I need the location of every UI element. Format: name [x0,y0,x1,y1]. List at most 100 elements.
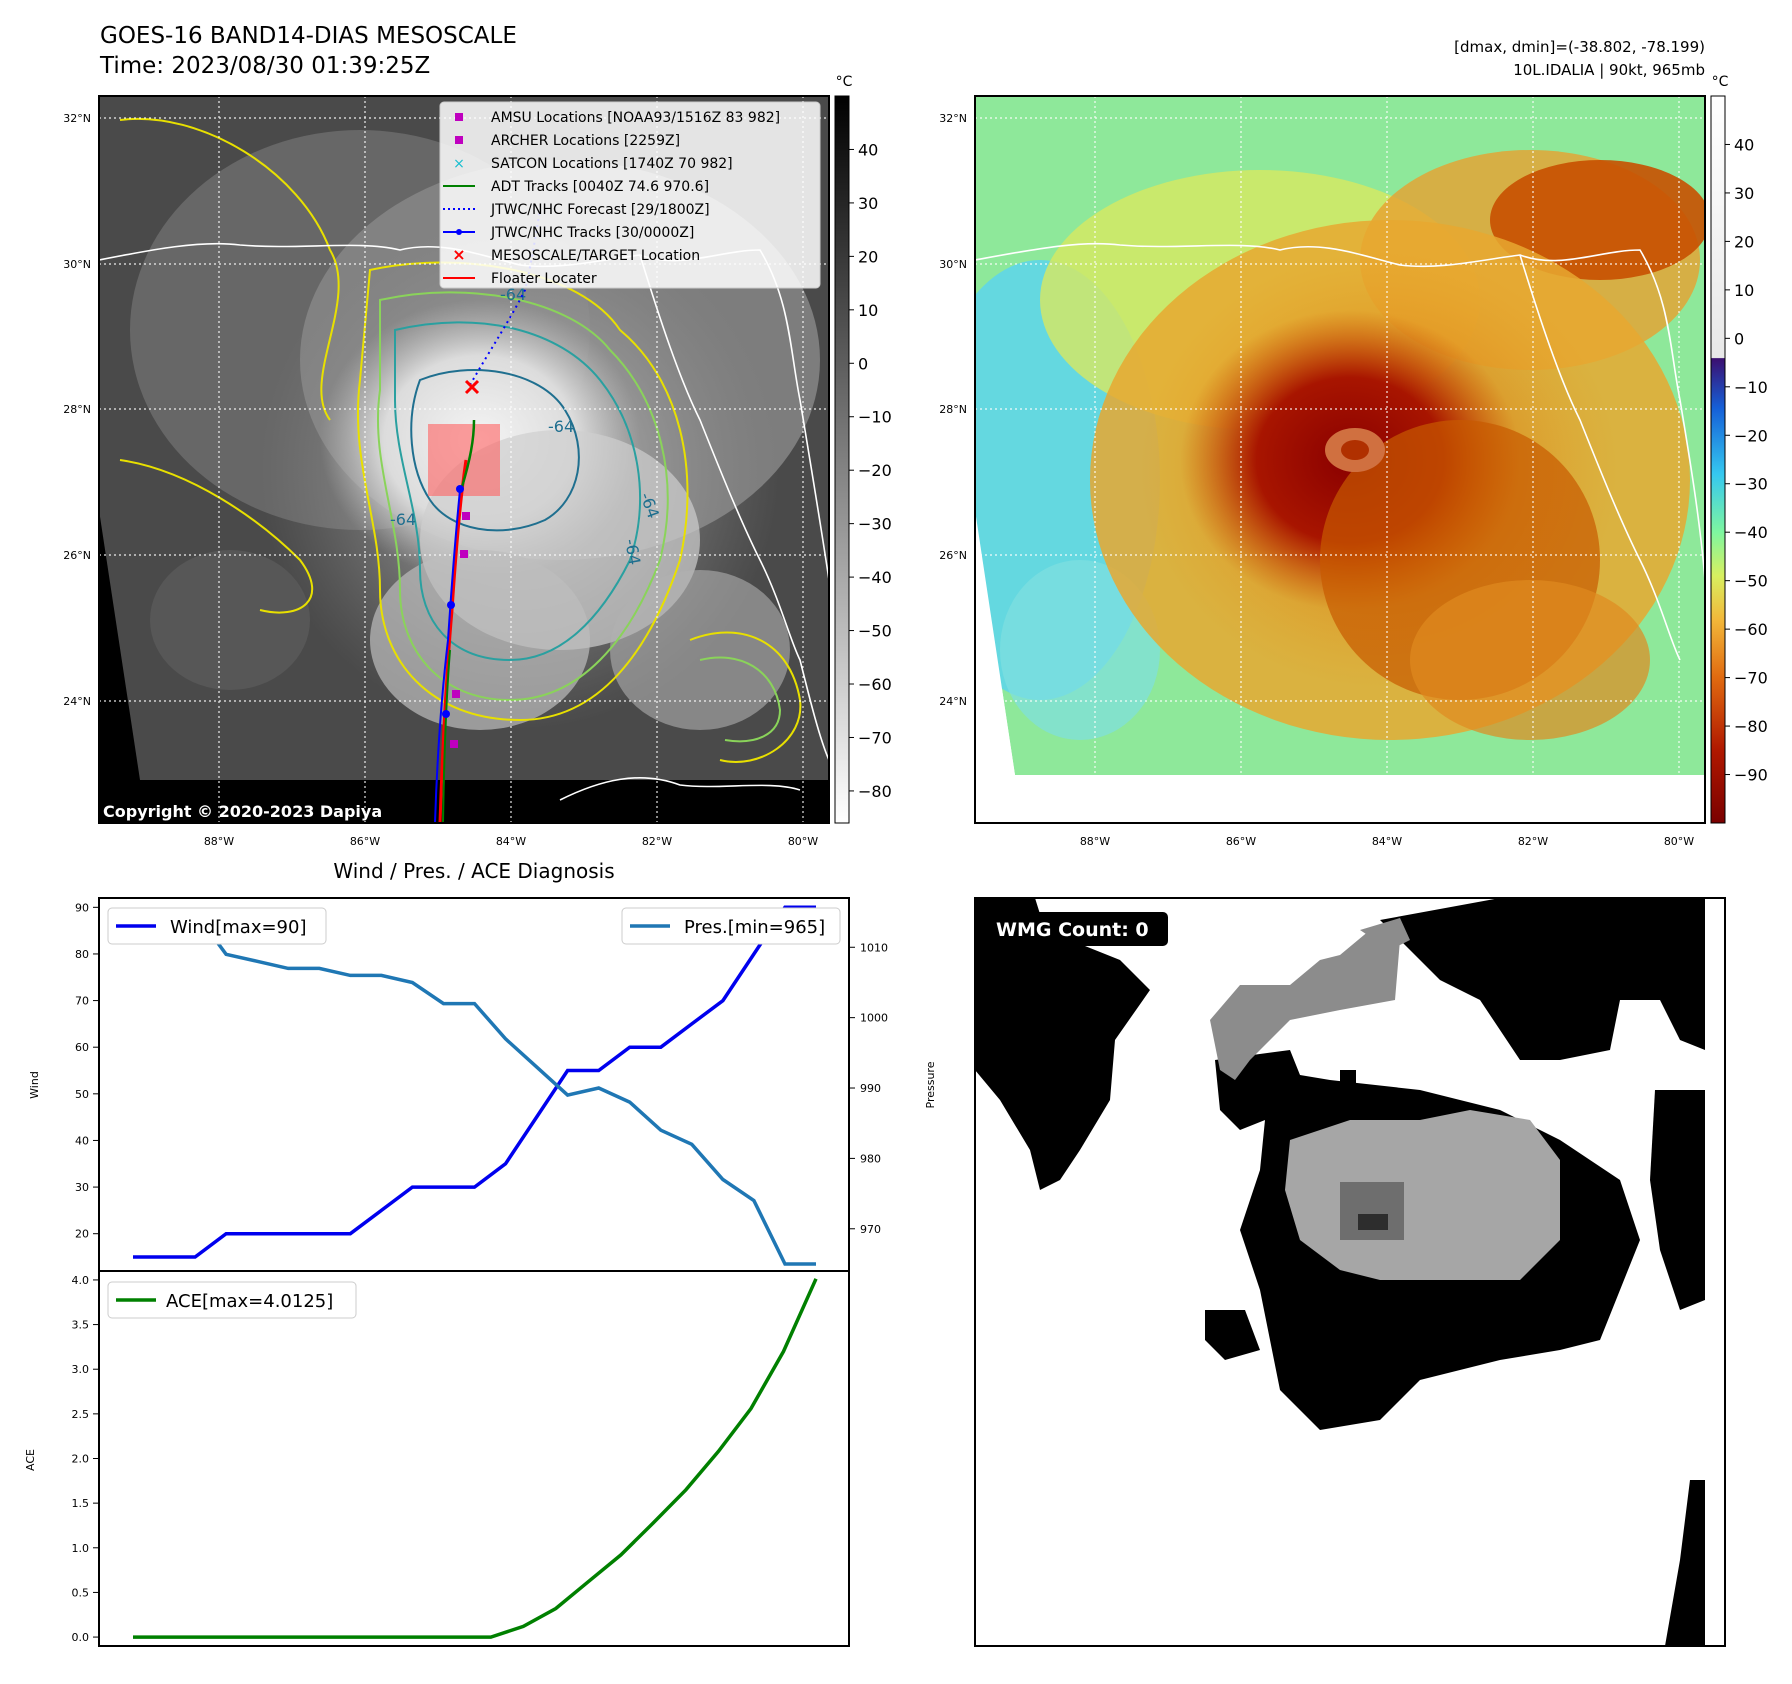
figure-title: GOES-16 BAND14-DIAS MESOSCALE [100,23,517,49]
pressure-axis-label: Pressure [924,1061,937,1108]
legend-label: MESOSCALE/TARGET Location [491,248,700,264]
wind-tick-label: 50 [75,1088,89,1101]
lat-tick-label: 26°N [63,549,91,562]
lon-tick-label: 82°W [642,835,672,848]
diagnosis-title: Wind / Pres. / ACE Diagnosis [333,859,614,883]
lon-tick-label: 84°W [1372,835,1402,848]
colorbar-tick-label: −50 [1734,572,1768,591]
legend-label: ADT Tracks [0040Z 74.6 970.6] [491,179,709,195]
ir-map-color [974,95,1706,824]
colorbar-unit: °C [836,74,853,90]
dmax-dmin-readout: [dmax, dmin]=(-38.802, -78.199) [1454,38,1705,56]
contour-label: -64 [621,537,644,566]
wind-tick-label: 30 [75,1181,89,1194]
wind-legend-label: Wind[max=90] [170,917,307,938]
ace-tick-label: 2.0 [72,1453,90,1466]
legend-label: JTWC/NHC Forecast [29/1800Z] [490,202,710,218]
lon-tick-label: 82°W [1518,835,1548,848]
pressure-tick-label: 1010 [860,941,888,954]
legend-label: Floater Locater [491,271,597,287]
pressure-tick-label: 990 [860,1082,881,1095]
colorbar-tick-label: −70 [858,728,892,747]
ace-legend: ACE[max=4.0125] [107,1281,357,1319]
colorbar-tick-label: −40 [1734,523,1768,542]
colorbar-tick-label: −10 [858,408,892,427]
lat-tick-label: 32°N [939,112,967,125]
ace-tick-label: 0.0 [72,1631,90,1644]
colorbar-tick-label: −30 [1734,475,1768,494]
colorbar-color: °C 40 30 20 10 0 −10 −20 −30 −40 −50 −60 −70 −80 −90 [1710,74,1768,824]
colorbar-tick-label: −20 [1734,426,1768,445]
wind-series-line [133,905,816,1259]
pressure-legend: Pres.[min=965] [621,907,841,945]
lat-tick-label: 24°N [63,695,91,708]
contour-label: -64 [548,417,574,436]
wmg-count-label: WMG Count: 0 [996,919,1149,941]
lat-tick-label: 26°N [939,549,967,562]
pressure-tick-label: 970 [860,1223,881,1236]
map-legend: AMSU Locations [NOAA93/1516Z 83 982] ARCH… [439,101,821,289]
colorbar-tick-label: −30 [858,515,892,534]
pressure-tick-label: 1000 [860,1012,888,1025]
lat-tick-label: 32°N [63,112,91,125]
wmg-panel: WMG Count: 0 [974,897,1726,1647]
colorbar-tick-label: −20 [858,461,892,480]
pressure-tick-label: 980 [860,1152,881,1165]
legend-marker: × [453,156,465,172]
ace-tick-label: 2.5 [72,1408,90,1421]
ace-tick-label: 3.5 [72,1319,90,1332]
wind-tick-label: 40 [75,1134,89,1147]
colorbar-tick-label: 0 [858,354,868,373]
colorbar-tick-label: −40 [858,568,892,587]
ace-series-line [133,1278,818,1639]
colorbar-tick-label: 30 [858,194,878,213]
storm-info: 10L.IDALIA | 90kt, 965mb [1513,61,1705,79]
wmg-count-badge [988,912,1168,946]
lat-tick-label: 30°N [63,258,91,271]
colorbar-tick-label: 20 [858,247,878,266]
colorbar-tick-label: −60 [1734,620,1768,639]
adt-track [460,419,476,488]
colorbar-tick-label: 20 [1734,232,1754,251]
lon-tick-label: 88°W [1080,835,1110,848]
ace-tick-label: 1.5 [72,1497,90,1510]
legend-marker: × [452,245,465,264]
floater-track [438,459,468,823]
wind-legend: Wind[max=90] [107,907,327,945]
ace-legend-label: ACE[max=4.0125] [166,1291,333,1312]
ace-axis-label: ACE [24,1449,37,1471]
colorbar-tick-label: −80 [1734,717,1768,736]
legend-label: SATCON Locations [1740Z 70 982] [491,156,733,172]
lon-tick-label: 80°W [1664,835,1694,848]
pressure-legend-label: Pres.[min=965] [684,917,825,938]
colorbar-tick-label: 40 [858,140,878,159]
colorbar-unit: °C [1712,74,1729,90]
wind-tick-label: 70 [75,995,89,1008]
wind-tick-label: 60 [75,1041,89,1054]
colorbar-tick-label: −80 [858,782,892,801]
legend-label: AMSU Locations [NOAA93/1516Z 83 982] [491,110,780,126]
wmg-gray-region [1285,1110,1560,1280]
ace-tick-label: 0.5 [72,1586,90,1599]
colorbar-tick-label: 10 [1734,281,1754,300]
ace-tick-label: 4.0 [72,1274,90,1287]
pressure-series-line [133,910,816,1266]
ace-tick-label: 3.0 [72,1363,90,1376]
colorbar-tick-label: −90 [1734,766,1768,785]
colorbar-tick-label: −50 [858,622,892,641]
legend-marker [456,229,462,235]
colorbar-tick-label: −60 [858,675,892,694]
wind-axis-label: Wind [28,1071,41,1099]
lon-tick-label: 88°W [204,835,234,848]
colorbar-tick-label: 40 [1734,135,1754,154]
lon-tick-label: 80°W [788,835,818,848]
lon-tick-label: 86°W [1226,835,1256,848]
legend-marker [455,136,463,144]
contour-label: -64 [390,510,416,529]
wind-tick-label: 20 [75,1228,89,1241]
ace-chart: 0.0 0.5 1.0 1.5 2.0 2.5 3.0 3.5 4.0 ACE ACE[max=… [24,1270,850,1647]
colorbar-tick-label: 10 [858,301,878,320]
